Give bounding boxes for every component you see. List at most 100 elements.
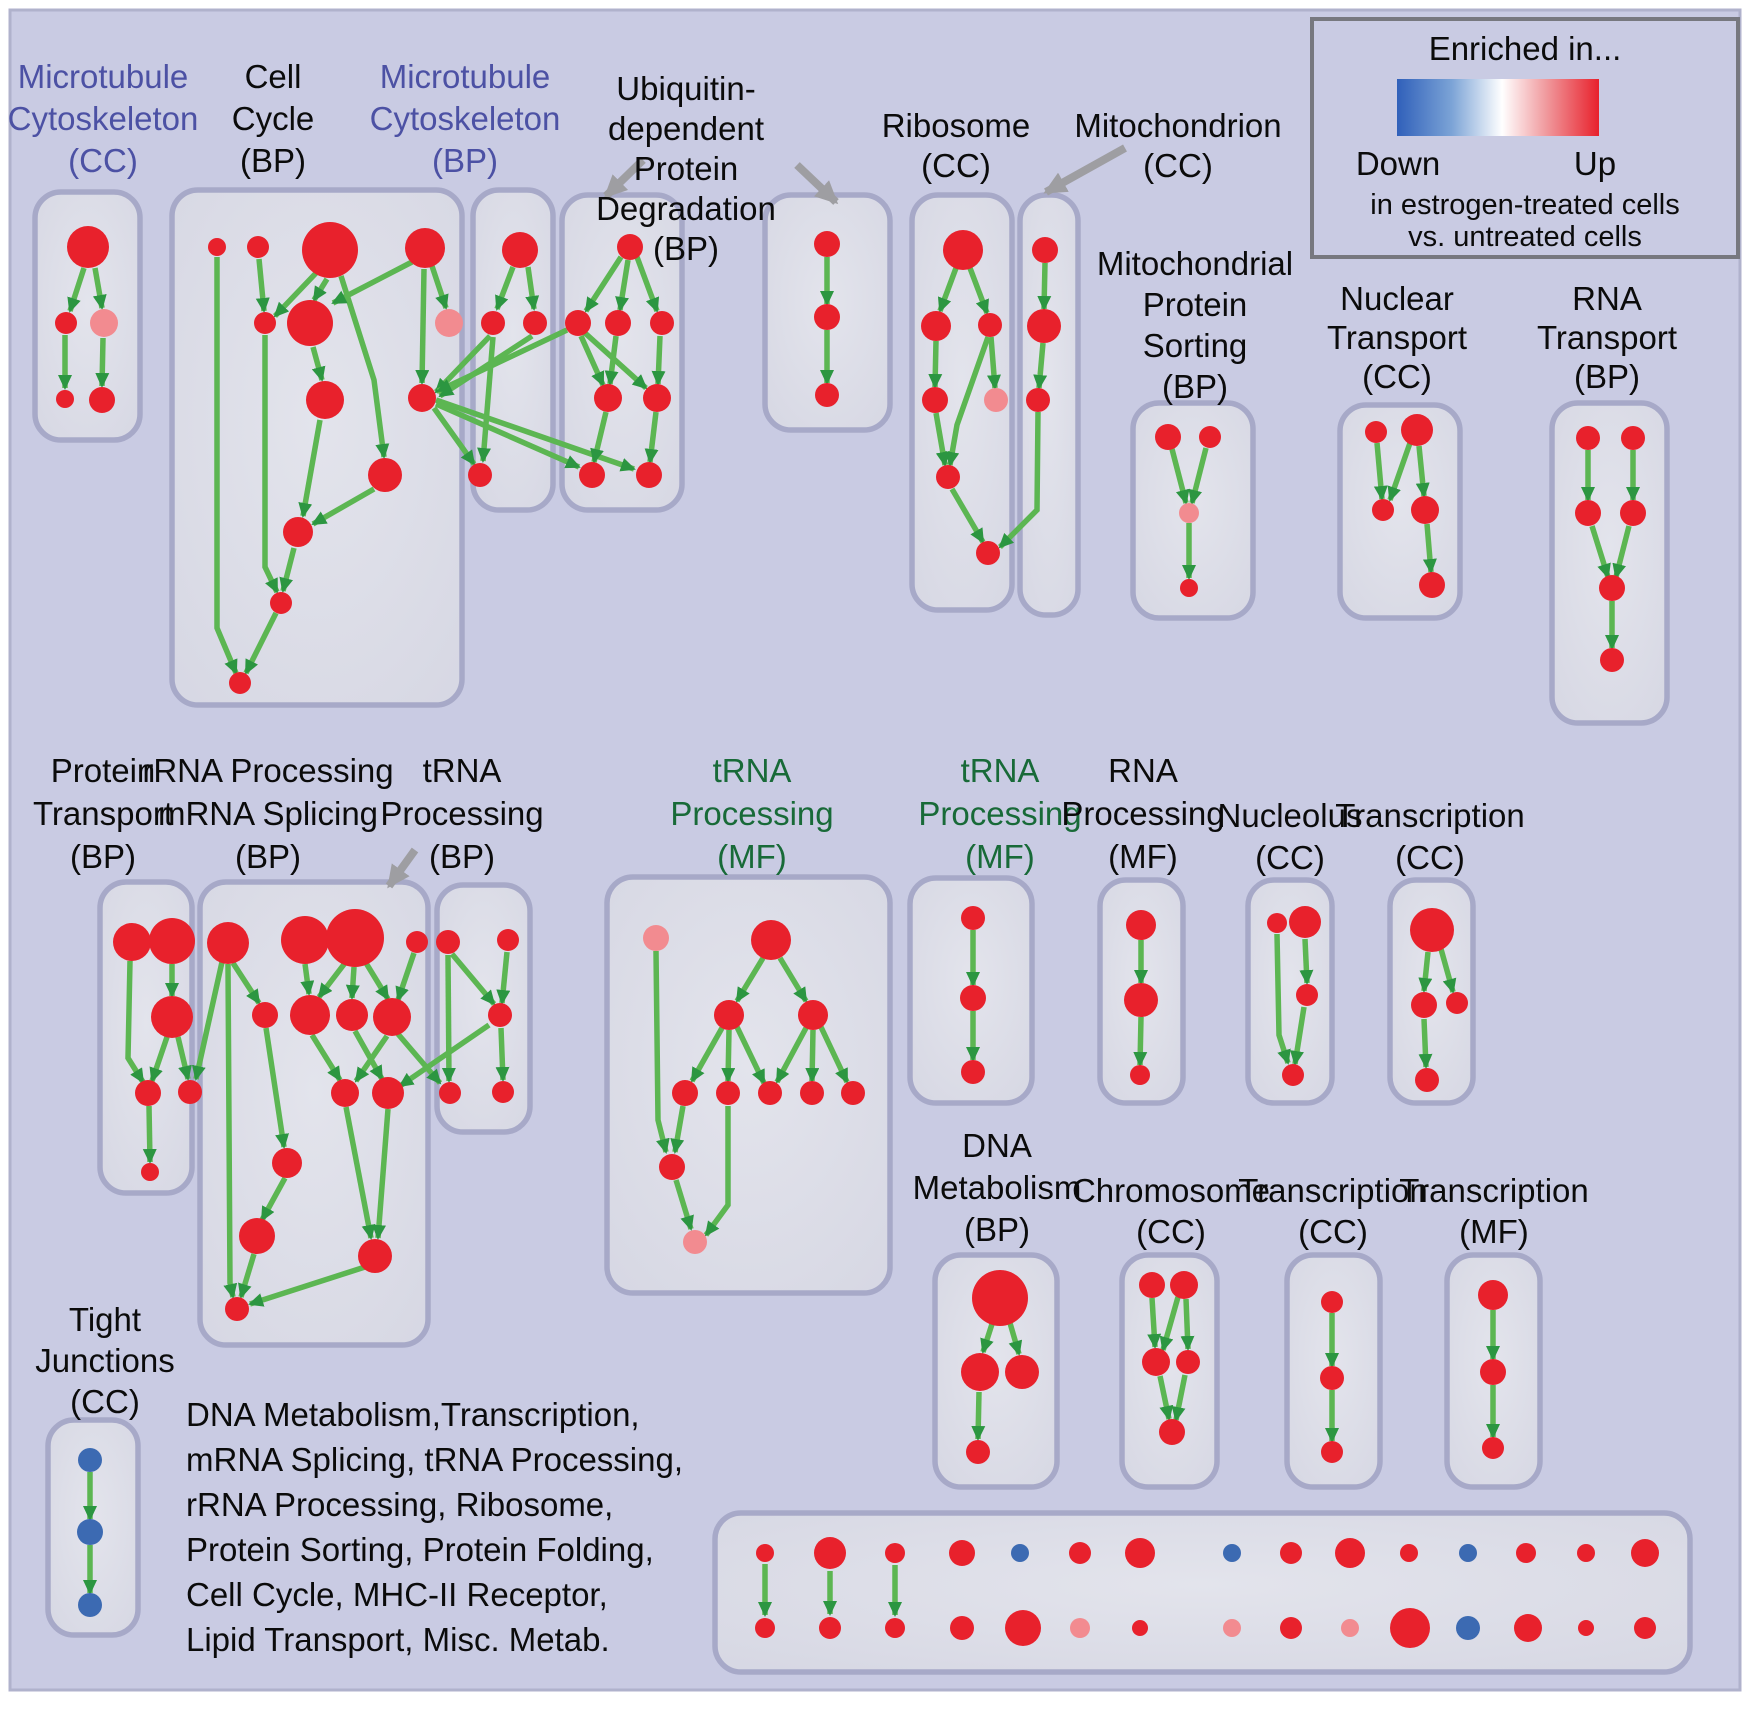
go-term-node: [936, 465, 960, 489]
go-term-node: [1026, 388, 1050, 412]
edge-arrow: [263, 1027, 289, 1149]
cluster-label-microtubule-cytoskeleton-cc: Microtubule Cytoskeleton (CC): [8, 58, 199, 179]
go-term-node: [961, 1353, 999, 1391]
go-term-node: [149, 918, 195, 964]
go-term-node: [1514, 1614, 1542, 1642]
edge-arrow: [615, 259, 631, 312]
go-term-node: [1005, 1610, 1041, 1646]
go-term-node: [1321, 1441, 1343, 1463]
edge-arrow: [300, 963, 315, 996]
edge-arrow: [949, 487, 986, 544]
go-term-node: [672, 1080, 698, 1106]
edge-arrow: [689, 1026, 725, 1083]
cluster-label-dna-metabolism-bp: DNA Metabolism (BP): [913, 1127, 1082, 1248]
legend-title: Enriched in...: [1428, 30, 1622, 67]
go-term-node: [1159, 1419, 1185, 1445]
go-term-node: [984, 388, 1008, 412]
edge-arrow: [230, 961, 262, 1005]
go-term-node: [56, 390, 74, 408]
edge-arrow: [248, 1264, 366, 1307]
misc-text-line: mRNA Splicing, tRNA Processing,: [186, 1441, 684, 1478]
go-term-node: [405, 228, 445, 268]
edge-arrow: [980, 1323, 995, 1354]
edge-arrow: [494, 266, 516, 311]
go-term-node: [78, 1448, 102, 1472]
edge-arrow: [149, 1036, 170, 1083]
go-term-node: [272, 1148, 302, 1178]
edge-arrow: [1157, 1375, 1174, 1421]
go-term-node: [1296, 984, 1318, 1006]
edge-arrow: [1373, 442, 1388, 501]
edge-arrow: [331, 259, 414, 306]
go-term-node: [78, 1593, 102, 1617]
edges-layer: [58, 255, 1640, 1617]
edge-arrow: [1418, 1018, 1433, 1069]
edge-arrow: [345, 966, 360, 1000]
go-term-node: [302, 222, 358, 278]
legend-box: Enriched in... Down Up in estrogen-treat…: [1310, 17, 1740, 259]
go-term-node: [178, 1080, 202, 1104]
go-term-node: [961, 906, 985, 930]
go-term-node: [1011, 1544, 1029, 1562]
go-term-node: [113, 923, 151, 961]
edge-arrow: [415, 268, 430, 385]
edge-arrow: [434, 401, 581, 470]
go-term-node: [1280, 1617, 1302, 1639]
go-term-node: [960, 985, 986, 1011]
go-term-node: [229, 672, 251, 694]
go-term-node: [1482, 1437, 1504, 1459]
edge-arrow: [92, 267, 107, 310]
go-term-node: [1125, 1538, 1155, 1568]
edge-arrow: [1422, 523, 1437, 574]
go-term-node: [636, 462, 662, 488]
go-term-node: [1401, 414, 1433, 446]
go-term-node: [55, 312, 77, 334]
go-term-node: [281, 916, 329, 964]
go-term-node: [239, 1218, 275, 1254]
edge-arrow: [1133, 1016, 1148, 1067]
cluster-label-chromosome-cc: Chromosome (CC): [1072, 1172, 1270, 1250]
edge-arrow: [583, 255, 624, 313]
go-term-node: [488, 1003, 512, 1027]
edge-arrow: [818, 1025, 850, 1084]
go-term-node: [358, 1239, 392, 1273]
cluster-label-transcription-cc-lower: Transcription (CC): [1238, 1172, 1428, 1250]
edge-arrow: [436, 327, 569, 394]
go-term-node: [502, 232, 538, 268]
nodes-layer: [55, 222, 1659, 1648]
edge-arrow: [971, 1391, 986, 1441]
edge-arrow: [1589, 525, 1611, 579]
cluster-label-transcription-cc-upper: Transcription (CC): [1335, 797, 1525, 876]
go-term-node: [141, 1163, 159, 1181]
edge-arrow: [1438, 948, 1457, 994]
edge-arrow: [395, 952, 417, 1002]
cluster-label-tight-junctions-cc: Tight Junctions (CC): [35, 1301, 174, 1420]
legend-subline-2: vs. untreated cells: [1408, 221, 1642, 253]
edge-arrow: [721, 1029, 736, 1083]
go-term-node: [287, 300, 333, 346]
edge-arrow: [933, 412, 950, 467]
edge-arrow: [1159, 1296, 1181, 1352]
go-term-node: [373, 998, 411, 1036]
edge-arrow: [1290, 1006, 1307, 1066]
go-term-node: [650, 311, 674, 335]
go-term-node: [1142, 1348, 1170, 1376]
edge-arrow: [309, 1033, 343, 1082]
go-term-node: [1516, 1543, 1536, 1563]
go-term-node: [1223, 1619, 1241, 1637]
go-term-node: [949, 1540, 975, 1566]
edge-arrow: [477, 336, 496, 463]
go-term-node: [336, 999, 368, 1031]
go-term-node: [254, 312, 276, 334]
go-term-node: [1179, 503, 1199, 523]
go-term-node: [1289, 906, 1321, 938]
go-term-node: [659, 1154, 685, 1180]
edge-arrow: [670, 1105, 686, 1154]
go-term-node: [270, 592, 292, 614]
go-term-node: [497, 929, 519, 951]
label-pointer-arrow: [603, 157, 646, 199]
edge-arrow: [352, 1029, 385, 1081]
edge-arrow: [338, 275, 390, 459]
